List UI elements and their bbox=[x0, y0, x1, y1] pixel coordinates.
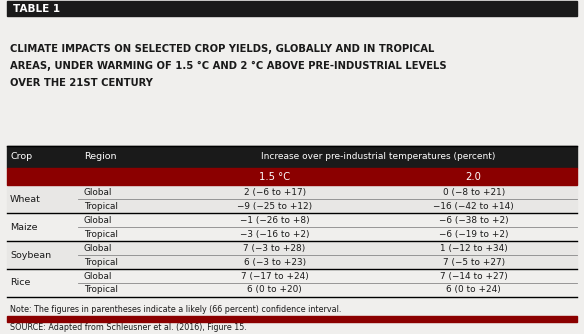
Text: CLIMATE IMPACTS ON SELECTED CROP YIELDS, GLOBALLY AND IN TROPICAL: CLIMATE IMPACTS ON SELECTED CROP YIELDS,… bbox=[10, 44, 434, 54]
Text: 1 (−12 to +34): 1 (−12 to +34) bbox=[440, 243, 507, 253]
Bar bbox=[7, 269, 577, 283]
Text: Global: Global bbox=[84, 188, 112, 197]
Bar bbox=[7, 146, 577, 168]
Bar bbox=[7, 241, 577, 255]
Text: 6 (0 to +20): 6 (0 to +20) bbox=[247, 286, 302, 295]
Text: 7 (−5 to +27): 7 (−5 to +27) bbox=[443, 258, 505, 267]
Text: Global: Global bbox=[84, 272, 112, 281]
Bar bbox=[7, 283, 577, 297]
Text: Tropical: Tropical bbox=[84, 202, 118, 211]
Text: −6 (−38 to +2): −6 (−38 to +2) bbox=[439, 216, 509, 225]
Text: OVER THE 21ST CENTURY: OVER THE 21ST CENTURY bbox=[10, 78, 153, 88]
Bar bbox=[7, 213, 577, 227]
Text: Note: The figures in parentheses indicate a likely (66 percent) confidence inter: Note: The figures in parentheses indicat… bbox=[10, 305, 342, 314]
Bar bbox=[7, 316, 577, 322]
Text: Soybean: Soybean bbox=[10, 250, 51, 260]
Text: Tropical: Tropical bbox=[84, 286, 118, 295]
Text: Global: Global bbox=[84, 216, 112, 225]
Bar bbox=[7, 185, 577, 199]
Text: Increase over pre-industrial temperatures (percent): Increase over pre-industrial temperature… bbox=[260, 152, 495, 161]
Text: −3 (−16 to +2): −3 (−16 to +2) bbox=[240, 229, 310, 238]
Text: Wheat: Wheat bbox=[10, 195, 41, 204]
Text: 1.5 °C: 1.5 °C bbox=[259, 172, 290, 182]
Text: 7 (−3 to +28): 7 (−3 to +28) bbox=[244, 243, 305, 253]
Bar bbox=[7, 255, 577, 269]
Text: Rice: Rice bbox=[10, 279, 30, 288]
Text: 2.0: 2.0 bbox=[465, 172, 482, 182]
Text: SOURCE: Adapted from Schleusner et al. (2016), Figure 15.: SOURCE: Adapted from Schleusner et al. (… bbox=[10, 323, 247, 332]
Bar bbox=[7, 168, 577, 185]
Text: 0 (−8 to +21): 0 (−8 to +21) bbox=[443, 188, 505, 197]
Text: −9 (−25 to +12): −9 (−25 to +12) bbox=[237, 202, 312, 211]
Bar bbox=[7, 227, 577, 241]
Text: AREAS, UNDER WARMING OF 1.5 °C AND 2 °C ABOVE PRE-INDUSTRIAL LEVELS: AREAS, UNDER WARMING OF 1.5 °C AND 2 °C … bbox=[10, 61, 447, 71]
Text: 2 (−6 to +17): 2 (−6 to +17) bbox=[244, 188, 305, 197]
Text: TABLE 1: TABLE 1 bbox=[13, 4, 60, 14]
Text: 7 (−14 to +27): 7 (−14 to +27) bbox=[440, 272, 507, 281]
Text: 6 (−3 to +23): 6 (−3 to +23) bbox=[244, 258, 305, 267]
Bar bbox=[7, 1, 577, 16]
Text: Crop: Crop bbox=[10, 152, 32, 161]
Text: −1 (−26 to +8): −1 (−26 to +8) bbox=[240, 216, 310, 225]
Text: 6 (0 to +24): 6 (0 to +24) bbox=[446, 286, 501, 295]
Text: Tropical: Tropical bbox=[84, 229, 118, 238]
Text: Maize: Maize bbox=[10, 223, 37, 231]
Text: Tropical: Tropical bbox=[84, 258, 118, 267]
Text: Region: Region bbox=[84, 152, 116, 161]
Text: 7 (−17 to +24): 7 (−17 to +24) bbox=[241, 272, 308, 281]
Text: −16 (−42 to +14): −16 (−42 to +14) bbox=[433, 202, 514, 211]
Bar bbox=[7, 199, 577, 213]
Text: Global: Global bbox=[84, 243, 112, 253]
Text: −6 (−19 to +2): −6 (−19 to +2) bbox=[439, 229, 509, 238]
